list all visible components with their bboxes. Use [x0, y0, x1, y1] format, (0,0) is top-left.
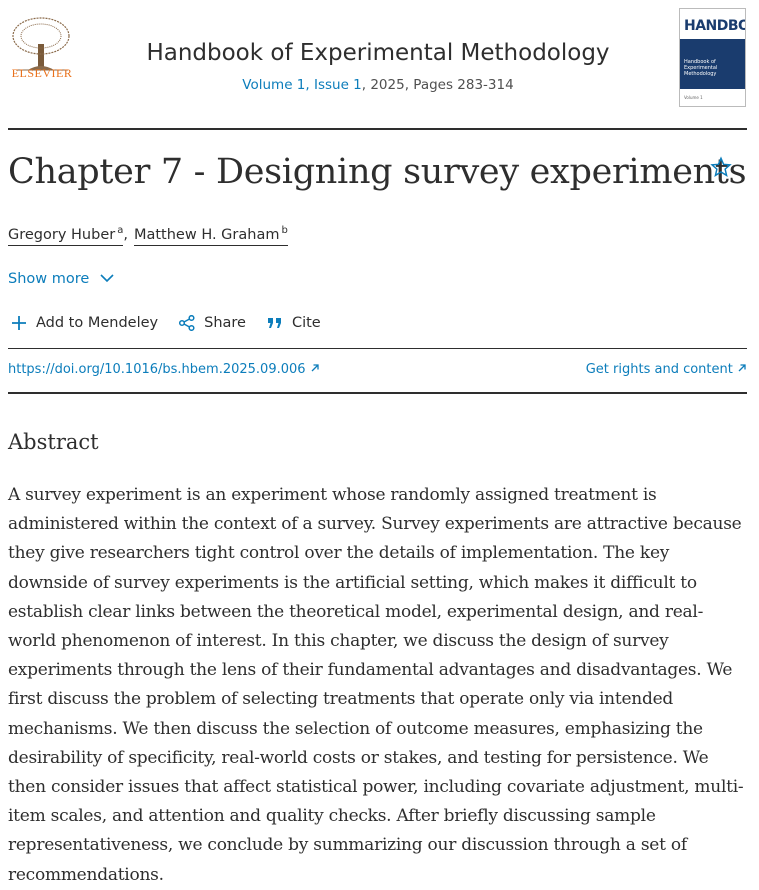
- cover-title: Handbook of Experimental Methodology: [684, 59, 718, 77]
- cover-volume: Volume 1: [684, 95, 703, 100]
- action-label[interactable]: Cite: [291, 315, 321, 331]
- abstract-heading: Abstract: [8, 430, 99, 454]
- author-affiliation[interactable]: a: [117, 225, 124, 236]
- action-button[interactable]: Add to Mendeley: [10, 315, 158, 331]
- action-button[interactable]: Share: [178, 315, 246, 331]
- publisher-name: ELSEVIER: [11, 66, 73, 80]
- action-bar: Add to Mendeley Share Cite: [10, 315, 321, 331]
- action-icon: [12, 316, 26, 330]
- author-list: Gregory Huber a, Matthew H. Graham b: [8, 225, 288, 246]
- author[interactable]: Matthew H. Graham b: [133, 225, 288, 246]
- action-label[interactable]: Add to Mendeley: [36, 315, 159, 331]
- action-icon: [179, 315, 195, 331]
- action-icon: [267, 318, 281, 328]
- action-label[interactable]: Share: [204, 315, 246, 331]
- rights-link[interactable]: Get rights and content: [586, 362, 747, 377]
- show-more-label[interactable]: Show more: [8, 271, 90, 287]
- abstract-text: A survey experiment is an experiment who…: [8, 485, 744, 885]
- show-more[interactable]: Show more: [8, 271, 114, 287]
- journal-title[interactable]: Handbook of Experimental Methodology: [146, 40, 610, 66]
- author-separator: ,: [123, 226, 128, 243]
- author-name[interactable]: Matthew H. Graham: [133, 226, 280, 243]
- page: {"header": {"publisher": "ELSEVIER", "jo…: [8, 8, 747, 885]
- doi-text[interactable]: https://doi.org/10.1016/bs.hbem.2025.09.…: [8, 362, 306, 377]
- divider: [8, 348, 747, 349]
- rights-text[interactable]: Get rights and content: [585, 362, 733, 377]
- issue-info: Volume 1, Issue 1, 2025, Pages 283-314: [100, 77, 656, 93]
- issue-details: , 2025, Pages 283-314: [361, 77, 514, 93]
- issue-link[interactable]: Volume 1, Issue 1: [242, 77, 362, 93]
- doi-link[interactable]: https://doi.org/10.1016/bs.hbem.2025.09.…: [8, 362, 320, 377]
- author-affiliation[interactable]: b: [281, 225, 288, 236]
- divider: [8, 392, 747, 394]
- bookmark-star[interactable]: [710, 156, 732, 178]
- external-icon: [311, 364, 319, 372]
- publisher-logo[interactable]: [8, 8, 76, 84]
- chevron: [100, 274, 114, 283]
- author-name[interactable]: Gregory Huber: [8, 226, 116, 243]
- author[interactable]: Gregory Huber a: [8, 225, 124, 246]
- divider: [8, 128, 747, 130]
- action-button[interactable]: Cite: [266, 315, 321, 331]
- cover-series: HANDBOOKS: [684, 18, 745, 34]
- journal-cover[interactable]: HANDBOOKS Handbook of Experimental Metho…: [679, 8, 746, 107]
- external-icon: [738, 364, 746, 372]
- article-title: Chapter 7 - Designing survey experiments: [8, 152, 747, 192]
